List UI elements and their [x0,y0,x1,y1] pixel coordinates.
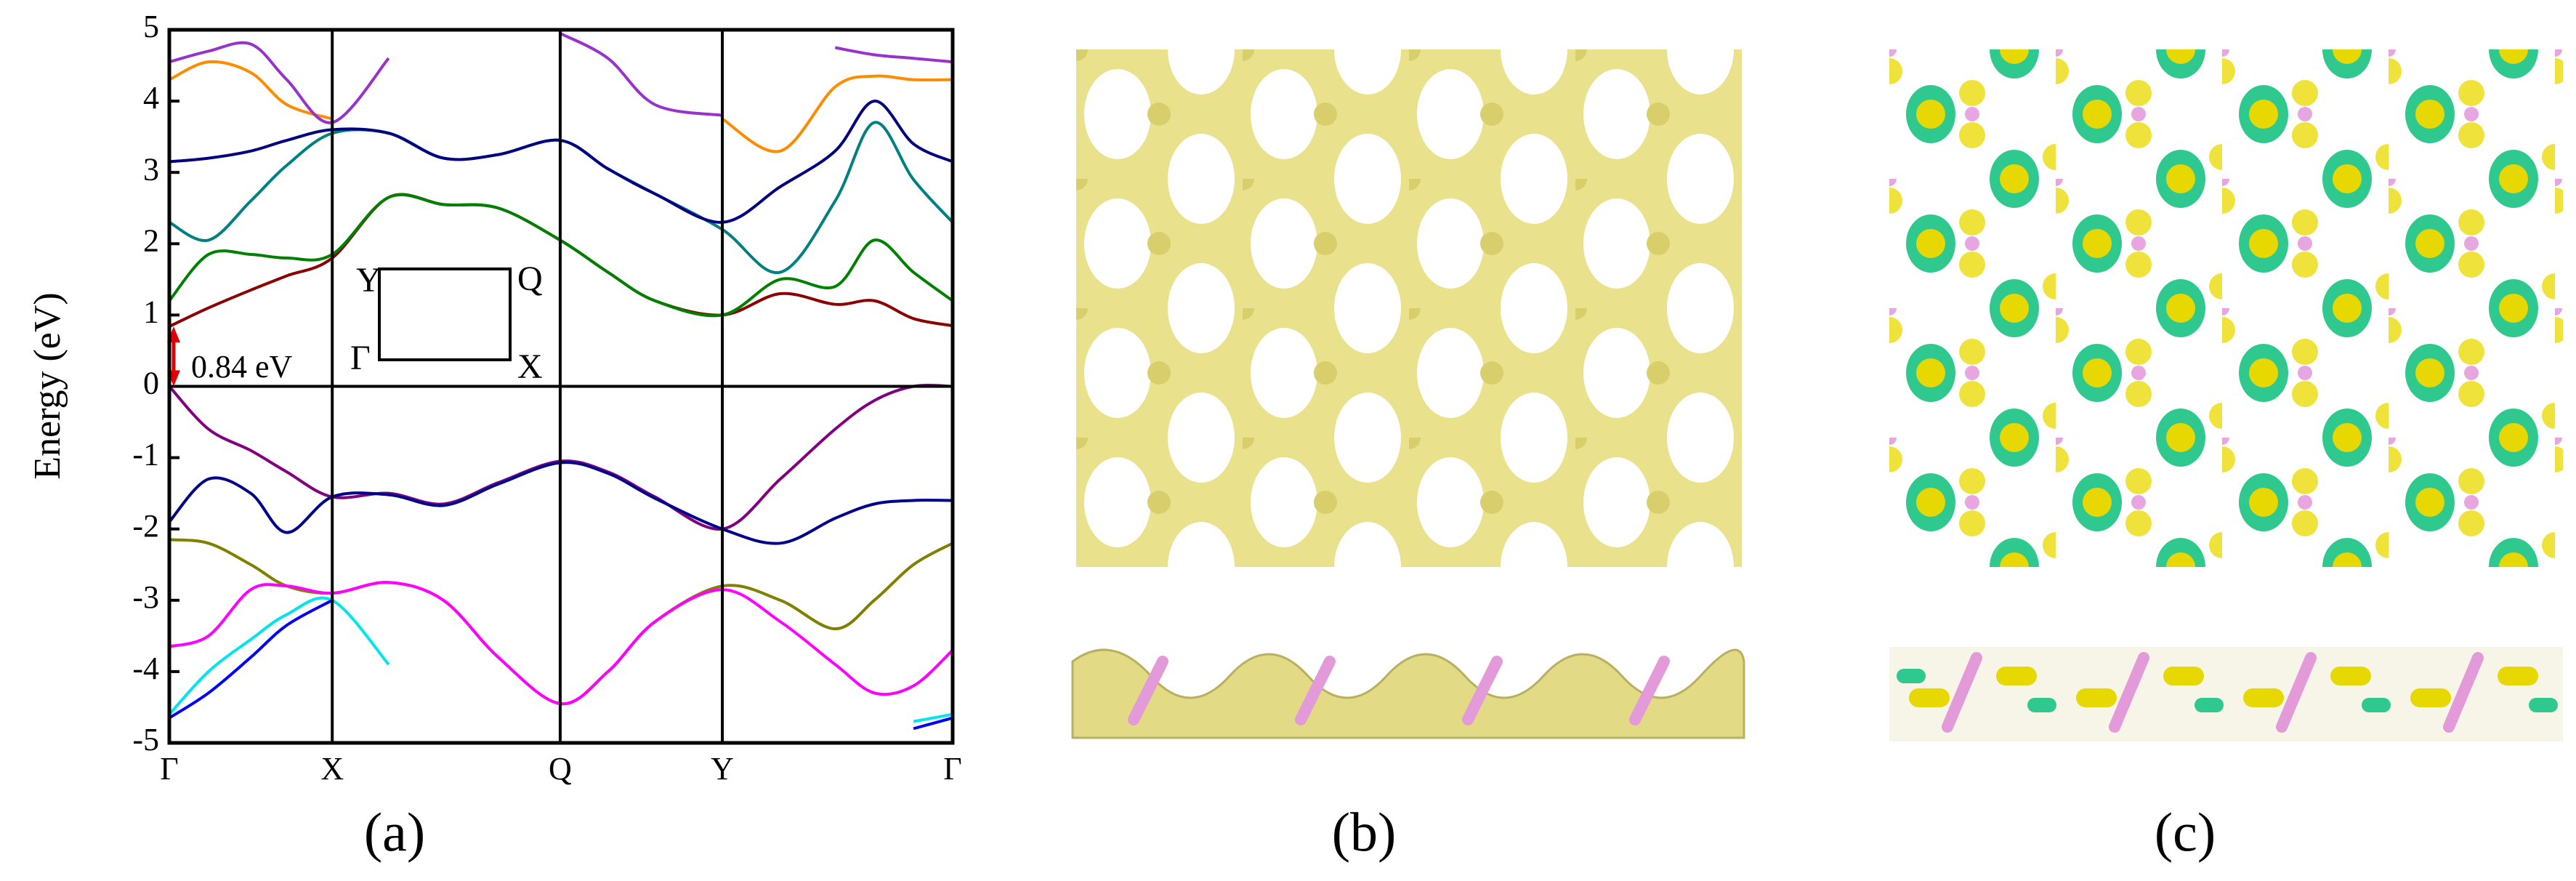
density-map [1889,49,2563,567]
charge-density-side-b [1071,648,1745,739]
bonds [1942,652,2484,733]
band [169,599,953,731]
inset-box [378,267,512,361]
inset-label: Γ [350,339,371,377]
y-tick-label: -5 [132,722,159,757]
charge-density-top-b [1076,49,1742,567]
y-tick-label: 0 [143,366,159,401]
band [169,596,953,723]
density-side [1071,648,1745,739]
inset-label: Q [517,260,543,298]
band [169,60,953,153]
brillouin-zone-inset: Y Q Γ X [350,260,543,386]
charge-density-top-c [1889,49,2563,567]
panel-label: (c) [2155,802,2216,863]
inset-label: X [517,347,543,386]
band [169,100,953,224]
lobes [1897,669,2558,712]
y-tick-label: 1 [143,294,159,329]
y-tick-label: 5 [143,9,159,44]
y-tick-label: 4 [143,80,159,116]
plot-frame [167,28,955,745]
x-tick-label: Y [711,751,734,787]
y-tick-label: -4 [132,651,159,686]
lobes [1909,667,2538,707]
y-tick-label: -2 [132,508,159,544]
charge-density-side-c [1889,647,2563,741]
y-axis-label: Energy (eV) [27,292,68,480]
inset-label: Y [356,261,381,299]
y-tick-label: -3 [132,579,159,615]
panel-label: (b) [1332,802,1397,863]
y-tick-label: 3 [143,151,159,187]
density-map [1076,49,1742,567]
gap-annotation: 0.84 eV [191,349,293,385]
x-tick-label: Γ [160,751,178,787]
panel-label: (a) [364,802,425,863]
band [169,32,953,124]
x-tick-label: X [320,751,344,787]
bonds [1128,656,1670,725]
x-tick-label: Q [549,751,572,787]
y-tick-label: 2 [143,222,159,258]
plot-area [169,32,953,731]
band-structure: -5 -4 -3 -2 -1 0 1 2 3 4 5 Γ X Q Y Γ [132,9,961,787]
x-tick-label: Γ [943,751,961,787]
y-tick-label: -1 [132,437,159,472]
band [169,461,953,545]
